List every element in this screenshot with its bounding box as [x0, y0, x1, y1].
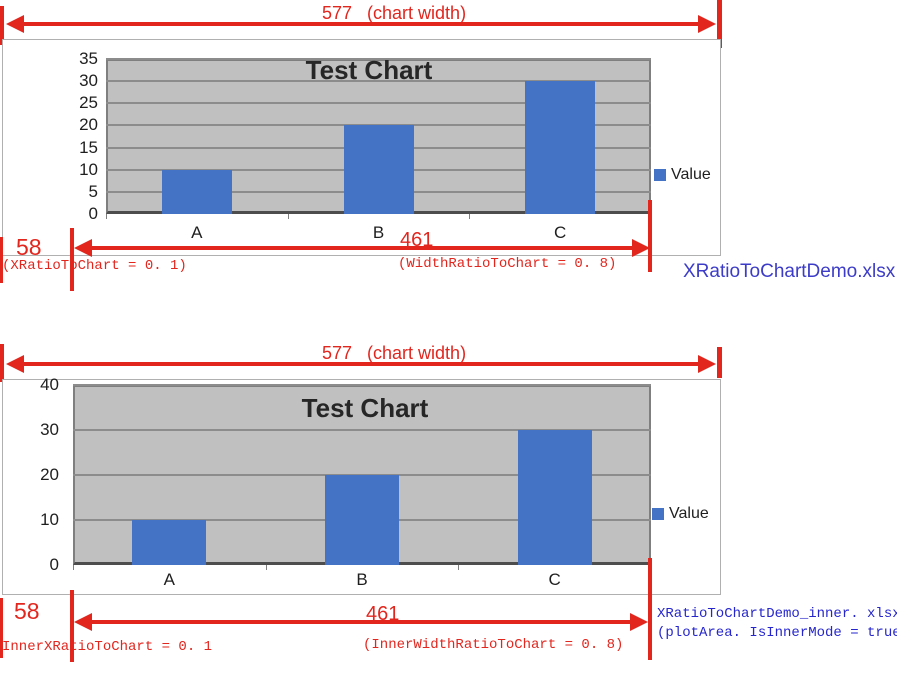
- category-axis-tick: [287, 214, 289, 219]
- bar-A: [161, 169, 232, 214]
- dimension-tick-right: [717, 0, 722, 48]
- category-axis-tick: [265, 565, 267, 570]
- plot-width-tick-right: [648, 558, 652, 660]
- inner-width-ratio-code-label: (InnerWidthRatioToChart = 0. 8): [363, 637, 624, 653]
- offset-tick-left: [0, 237, 3, 283]
- bar-C: [525, 81, 596, 214]
- plot-width-value-label: 461: [400, 229, 434, 251]
- legend-label: Value: [671, 166, 711, 183]
- y-axis-label: 15: [79, 137, 98, 157]
- arrowhead-left-icon: [6, 15, 24, 33]
- dimension-tick-left: [0, 6, 4, 45]
- gridline: [106, 58, 651, 60]
- gridline: [106, 80, 651, 83]
- category-label: B: [372, 223, 385, 242]
- category-label: C: [554, 223, 567, 242]
- category-axis-tick: [73, 565, 74, 570]
- plot-width-arrow-shaft: [88, 620, 634, 624]
- legend: Value: [652, 505, 709, 523]
- arrowhead-left-icon: [74, 239, 92, 257]
- y-axis-label: 10: [79, 159, 98, 179]
- gridline: [73, 429, 651, 431]
- inner-mode-note: (plotArea. IsInnerMode = true): [657, 625, 897, 641]
- workbook-filename: XRatioToChartDemo.xlsx: [683, 261, 896, 282]
- chart-title: Test Chart: [305, 55, 433, 85]
- excel-chart-top: Test Chart Value 0 5 10 15 20 25 30 35 A B C: [2, 39, 721, 256]
- gridline: [106, 102, 651, 105]
- plot-width-arrow-shaft: [88, 246, 636, 250]
- offset-value-label: 58: [14, 598, 40, 624]
- chart-width-dimension-label: 577 (chart width): [322, 343, 467, 363]
- dimension-tick-left: [0, 344, 4, 382]
- legend-marker-icon: [654, 169, 666, 181]
- legend-marker-icon: [652, 508, 664, 520]
- category-axis-tick: [106, 214, 107, 219]
- offset-tick-right: [70, 590, 74, 662]
- arrowhead-right-icon: [698, 15, 716, 33]
- category-label: C: [548, 570, 561, 589]
- bar-A: [132, 520, 207, 565]
- offset-tick-left: [0, 598, 3, 658]
- legend: Value: [654, 166, 711, 184]
- plot-width-tick-right: [648, 200, 652, 272]
- y-axis-label: 5: [88, 181, 98, 201]
- category-label: B: [356, 570, 368, 589]
- arrowhead-right-icon: [632, 239, 650, 257]
- y-axis-label: 20: [40, 465, 59, 484]
- arrowhead-right-icon: [698, 355, 716, 373]
- category-axis-tick: [458, 565, 460, 570]
- bar-B: [343, 125, 414, 214]
- y-axis-label: 20: [79, 115, 98, 135]
- y-axis-label: 0: [49, 555, 59, 574]
- y-axis-label: 30: [40, 420, 59, 439]
- inner-x-ratio-code-label: InnerXRatioToChart = 0. 1: [2, 639, 213, 655]
- arrowhead-left-icon: [74, 613, 92, 631]
- dimension-arrow-shaft: [20, 362, 698, 366]
- offset-tick-right: [70, 228, 74, 291]
- y-axis-label: 10: [40, 510, 59, 529]
- offset-value-label: 58: [16, 234, 42, 260]
- width-ratio-code-label: (WidthRatioToChart = 0. 8): [398, 256, 617, 272]
- x-ratio-code-label: (XRatioToChart = 0. 1): [2, 258, 187, 274]
- legend-label: Value: [669, 505, 709, 522]
- category-axis-tick: [469, 214, 471, 219]
- y-axis-label: 40: [40, 375, 59, 394]
- chart-title: Test Chart: [301, 393, 429, 423]
- arrowhead-right-icon: [630, 613, 648, 631]
- y-axis-label: 30: [79, 71, 98, 91]
- y-axis-label: 25: [79, 93, 98, 113]
- workbook-filename: XRatioToChartDemo_inner. xlsx: [657, 606, 897, 622]
- y-axis-label: 0: [88, 204, 98, 223]
- bar-C: [517, 430, 592, 565]
- bar-B: [325, 475, 399, 565]
- category-label: A: [191, 223, 203, 242]
- chart-width-dimension-label: 577 (chart width): [322, 3, 467, 23]
- category-label: A: [163, 570, 175, 589]
- y-axis-label: 35: [79, 49, 98, 68]
- gridline: [73, 384, 651, 386]
- arrowhead-left-icon: [6, 355, 24, 373]
- dimension-tick-right: [717, 347, 722, 378]
- dimension-arrow-shaft: [20, 22, 698, 26]
- excel-chart-bottom: Test Chart Value 0 10 20 30 40 A B C: [2, 375, 721, 595]
- plot-width-value-label: 461: [366, 603, 400, 625]
